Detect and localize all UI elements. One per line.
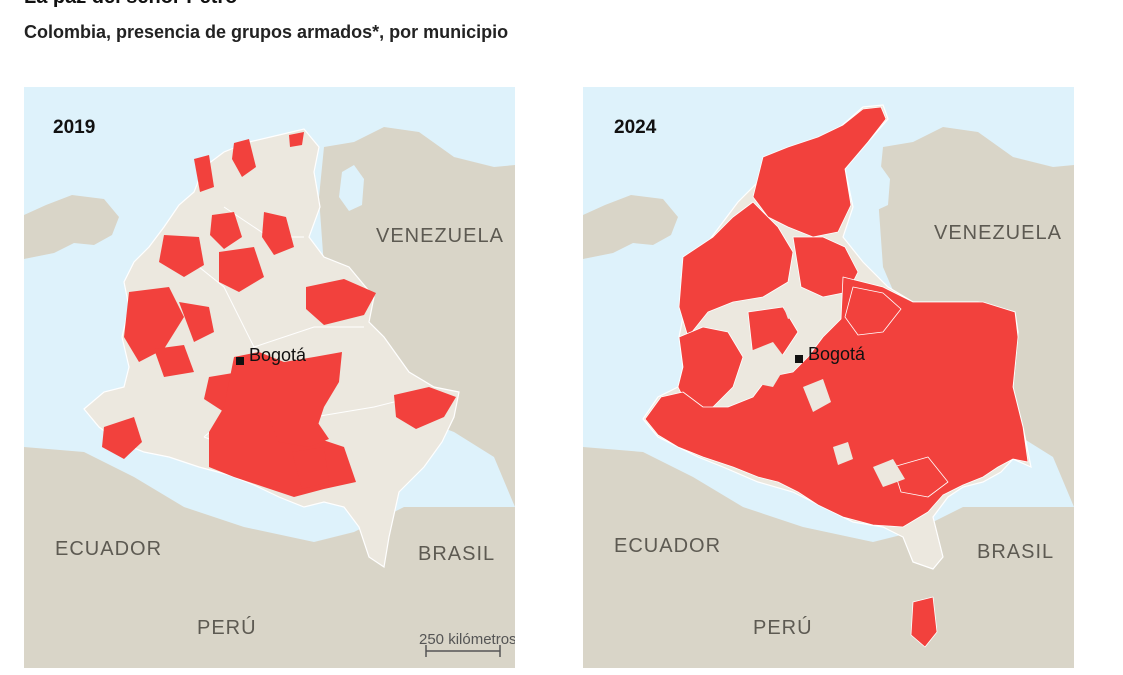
label-venezuela: VENEZUELA xyxy=(934,222,1062,244)
label-capital: Bogotá xyxy=(249,345,307,365)
land-venezuela xyxy=(319,127,515,507)
armed-presence-2019 xyxy=(102,132,456,497)
label-brasil: BRASIL xyxy=(418,543,495,565)
capital-marker-icon xyxy=(236,357,244,365)
land-south xyxy=(24,447,515,668)
label-brasil: BRASIL xyxy=(977,541,1054,563)
land-central-america xyxy=(24,195,119,259)
scale-bar-label: 250 kilómetros xyxy=(419,631,515,648)
scale-bar xyxy=(425,645,501,657)
label-ecuador: ECUADOR xyxy=(614,535,721,557)
map-2024: 2024 VENEZUELA ECUADOR BRASIL PERÚ Bogot… xyxy=(583,87,1074,668)
map-panel-2019: 2019 VENEZUELA ECUADOR BRASIL PERÚ Bogot… xyxy=(24,87,515,668)
capital-marker-icon xyxy=(795,355,803,363)
land-south xyxy=(583,447,1074,668)
label-peru: PERÚ xyxy=(197,616,257,639)
label-peru: PERÚ xyxy=(753,616,813,639)
map-panel-2024: 2024 VENEZUELA ECUADOR BRASIL PERÚ Bogot… xyxy=(583,87,1074,668)
label-ecuador: ECUADOR xyxy=(55,538,162,560)
label-venezuela: VENEZUELA xyxy=(376,225,504,247)
lake-maracaibo xyxy=(865,165,890,211)
armed-presence-2024 xyxy=(644,106,1029,648)
label-capital: Bogotá xyxy=(808,344,866,364)
areas-without-presence xyxy=(748,292,905,487)
page-title: La paz del señor Petro xyxy=(24,0,237,9)
land-central-america xyxy=(583,195,678,259)
lake-maracaibo xyxy=(339,165,364,211)
map-year-label: 2024 xyxy=(614,117,657,138)
map-year-label: 2019 xyxy=(53,117,95,138)
page-subtitle: Colombia, presencia de grupos armados*, … xyxy=(24,22,509,42)
map-2019: 2019 VENEZUELA ECUADOR BRASIL PERÚ Bogot… xyxy=(24,87,515,668)
